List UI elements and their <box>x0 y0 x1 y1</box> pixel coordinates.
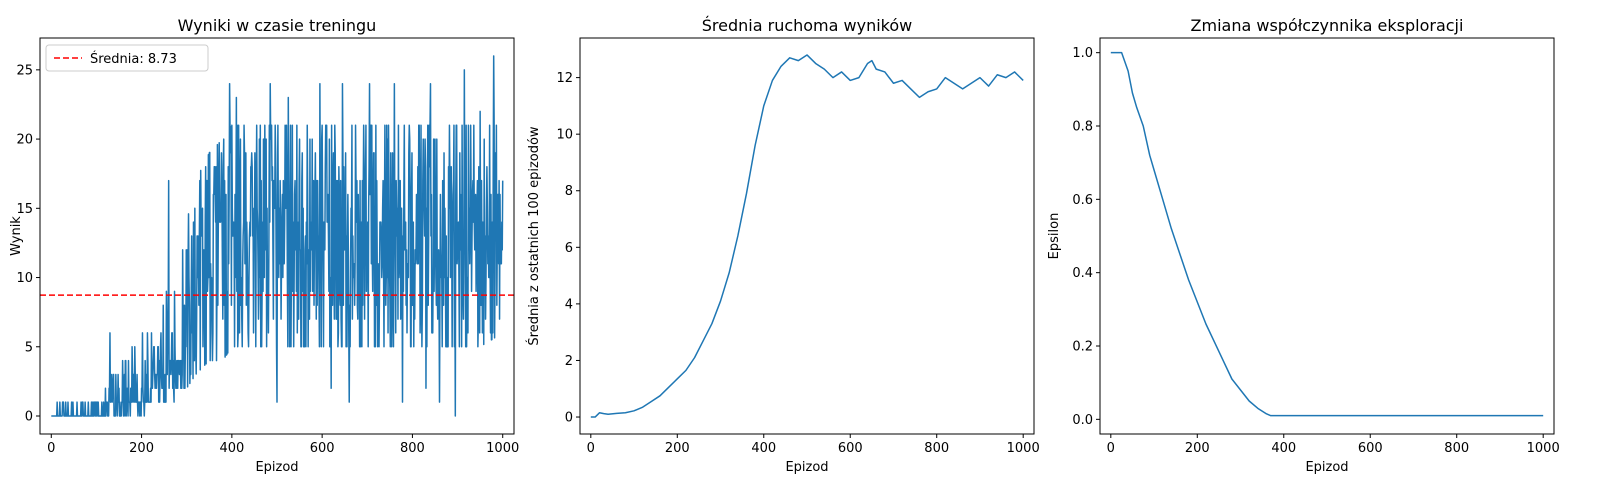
y-tick-label: 0.8 <box>1072 120 1093 135</box>
chart-title: Zmiana współczynnika eksploracji <box>1191 16 1464 35</box>
axes-frame <box>39 37 515 435</box>
y-tick-label: 1.0 <box>1072 46 1093 61</box>
x-tick-label: 1000 <box>1007 441 1040 456</box>
chart-3: Zmiana współczynnika eksploracji 0 200 400 6… <box>1047 16 1560 475</box>
y-tick-label: 0.2 <box>1072 340 1093 355</box>
axes-frame <box>1099 37 1555 435</box>
y-tick-label: 0.4 <box>1072 266 1093 281</box>
x-tick-label: 600 <box>310 441 335 456</box>
legend: Średnia: 8.73 <box>45 44 209 72</box>
x-tick-label: 400 <box>219 441 244 456</box>
plot-area <box>1110 51 1544 417</box>
x-tick-label: 0 <box>587 441 595 456</box>
y-tick-label: 5 <box>25 340 33 355</box>
y-tick-label: 2 <box>565 354 573 369</box>
x-tick-label: 400 <box>751 441 776 456</box>
y-tick-label: 20 <box>16 133 33 148</box>
y-tick-label: 4 <box>565 297 573 312</box>
x-axis-label: Epizod <box>785 460 828 475</box>
x-tick-label: 200 <box>1185 441 1210 456</box>
y-tick-label: 6 <box>565 241 573 256</box>
x-tick-label: 800 <box>924 441 949 456</box>
series-line <box>50 55 504 417</box>
x-tick-label: 1000 <box>1527 441 1560 456</box>
y-axis-label: Epsilon <box>1047 213 1062 260</box>
series-line <box>590 54 1024 418</box>
chart-2: Średnia ruchoma wyników 0 200 400 600 800 1000… <box>526 16 1040 475</box>
x-tick-label: 600 <box>838 441 863 456</box>
x-tick-label: 0 <box>1107 441 1115 456</box>
y-tick-label: 10 <box>16 271 33 286</box>
x-axis-label: Epizod <box>1305 460 1348 475</box>
x-tick-label: 200 <box>129 441 154 456</box>
x-tick-label: 400 <box>1271 441 1296 456</box>
axes-frame <box>579 37 1035 435</box>
y-tick-label: 8 <box>565 184 573 199</box>
y-tick-label: 12 <box>556 71 573 86</box>
y-tick-label: 25 <box>16 63 33 78</box>
y-tick-label: 10 <box>556 128 573 143</box>
chart-title: Wyniki w czasie treningu <box>178 16 377 35</box>
y-tick-label: 15 <box>16 202 33 217</box>
plot-area <box>40 55 514 417</box>
chart-title: Średnia ruchoma wyników <box>702 16 913 35</box>
x-tick-label: 0 <box>47 441 55 456</box>
y-axis-label: Wynik <box>9 216 24 256</box>
x-tick-label: 800 <box>400 441 425 456</box>
legend-label: Średnia: 8.73 <box>90 51 177 67</box>
y-tick-label: 0.0 <box>1072 413 1093 428</box>
x-tick-label: 200 <box>665 441 690 456</box>
y-axis-label: Średnia z ostatnich 100 epizodów <box>526 126 542 346</box>
x-tick-label: 1000 <box>486 441 519 456</box>
plot-area <box>590 54 1024 418</box>
series-line <box>1110 51 1544 417</box>
x-axis-label: Epizod <box>255 460 298 475</box>
legend-box <box>45 44 209 72</box>
y-tick-label: 0 <box>565 411 573 426</box>
y-tick-label: 0 <box>25 410 33 425</box>
x-tick-label: 600 <box>1358 441 1383 456</box>
y-tick-label: 0.6 <box>1072 193 1093 208</box>
x-tick-label: 800 <box>1444 441 1469 456</box>
